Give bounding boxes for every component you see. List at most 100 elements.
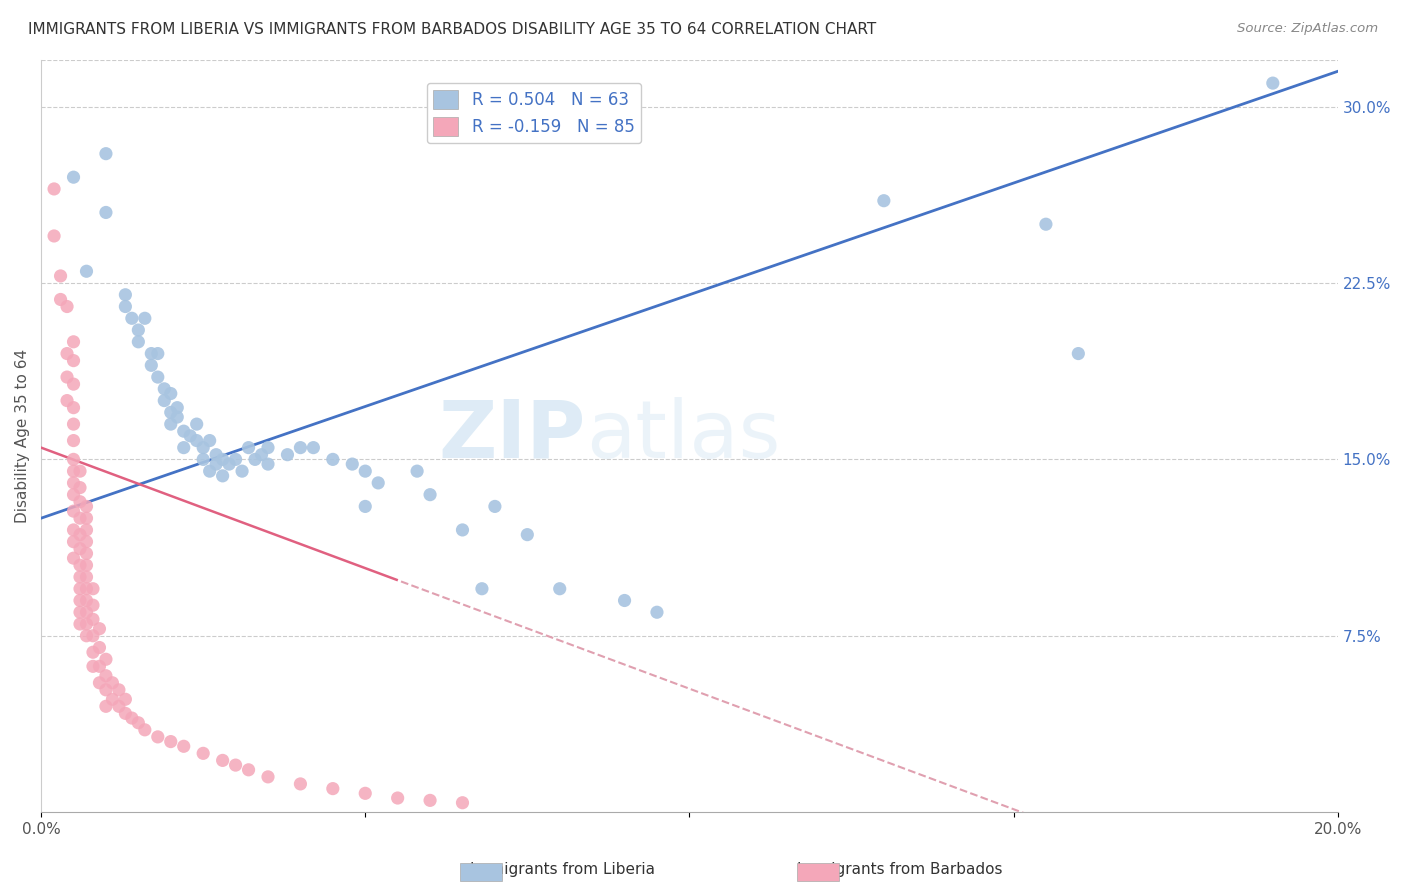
Point	[56, 300, 79, 314]
Text: Source: ZipAtlas.com: Source: ZipAtlas.com	[1237, 22, 1378, 36]
Point	[42, 229, 65, 244]
Point	[211, 452, 233, 467]
Text: Immigrants from Barbados: Immigrants from Barbados	[797, 863, 1002, 877]
Point	[173, 424, 195, 438]
Point	[56, 393, 79, 408]
Point	[146, 370, 169, 384]
Point	[69, 511, 91, 525]
Point	[108, 699, 131, 714]
Text: ZIP: ZIP	[439, 397, 586, 475]
Point	[69, 605, 91, 619]
Point	[62, 452, 84, 467]
Point	[69, 570, 91, 584]
Point	[127, 323, 149, 337]
Point	[49, 293, 72, 307]
Point	[76, 582, 98, 596]
Point	[101, 675, 124, 690]
Point	[62, 464, 84, 478]
Y-axis label: Disability Age 35 to 64: Disability Age 35 to 64	[15, 349, 30, 523]
Point	[62, 434, 84, 448]
Point	[62, 504, 84, 518]
Point	[290, 777, 312, 791]
Point	[141, 346, 163, 360]
Point	[114, 692, 136, 706]
Point	[89, 659, 111, 673]
Point	[62, 551, 84, 566]
Point	[56, 370, 79, 384]
Text: IMMIGRANTS FROM LIBERIA VS IMMIGRANTS FROM BARBADOS DISABILITY AGE 35 TO 64 CORR: IMMIGRANTS FROM LIBERIA VS IMMIGRANTS FR…	[28, 22, 876, 37]
Point	[173, 739, 195, 754]
Point	[225, 452, 247, 467]
Point	[82, 598, 104, 612]
Point	[146, 346, 169, 360]
Point	[159, 405, 181, 419]
Point	[225, 758, 247, 772]
Point	[76, 523, 98, 537]
Point	[250, 448, 273, 462]
Point	[62, 353, 84, 368]
Point	[238, 763, 260, 777]
Point	[121, 311, 143, 326]
Point	[193, 452, 215, 467]
Point	[322, 781, 344, 796]
Point	[82, 582, 104, 596]
Point	[127, 334, 149, 349]
Point	[406, 464, 429, 478]
Point	[166, 401, 188, 415]
Point	[243, 452, 266, 467]
Point	[257, 441, 280, 455]
Point	[62, 170, 84, 185]
Point	[166, 410, 188, 425]
Point	[159, 734, 181, 748]
Point	[159, 386, 181, 401]
Point	[205, 457, 228, 471]
Point	[62, 523, 84, 537]
Point	[257, 770, 280, 784]
Point	[76, 593, 98, 607]
Point	[186, 434, 208, 448]
Point	[302, 441, 325, 455]
Point	[49, 268, 72, 283]
Point	[101, 692, 124, 706]
Point	[451, 796, 474, 810]
Point	[451, 523, 474, 537]
Point	[484, 500, 506, 514]
Point	[290, 441, 312, 455]
Point	[238, 441, 260, 455]
Point	[193, 747, 215, 761]
Point	[69, 593, 91, 607]
Point	[645, 605, 668, 619]
Point	[173, 441, 195, 455]
Point	[257, 457, 280, 471]
Point	[146, 730, 169, 744]
Point	[211, 753, 233, 767]
Point	[1035, 217, 1057, 231]
Point	[153, 393, 176, 408]
Point	[873, 194, 896, 208]
Point	[94, 146, 117, 161]
Point	[193, 441, 215, 455]
Point	[276, 448, 298, 462]
Point	[76, 629, 98, 643]
Point	[82, 659, 104, 673]
Point	[134, 723, 156, 737]
Point	[322, 452, 344, 467]
Point	[354, 786, 377, 800]
Point	[69, 541, 91, 556]
Point	[354, 464, 377, 478]
Point	[76, 546, 98, 560]
Point	[186, 417, 208, 431]
Point	[76, 617, 98, 632]
Point	[613, 593, 636, 607]
Point	[419, 488, 441, 502]
Point	[89, 622, 111, 636]
Point	[62, 488, 84, 502]
Point	[62, 417, 84, 431]
Point	[69, 464, 91, 478]
Point	[114, 287, 136, 301]
Point	[367, 475, 389, 490]
Point	[516, 527, 538, 541]
Point	[159, 417, 181, 431]
Point	[82, 629, 104, 643]
Point	[134, 311, 156, 326]
